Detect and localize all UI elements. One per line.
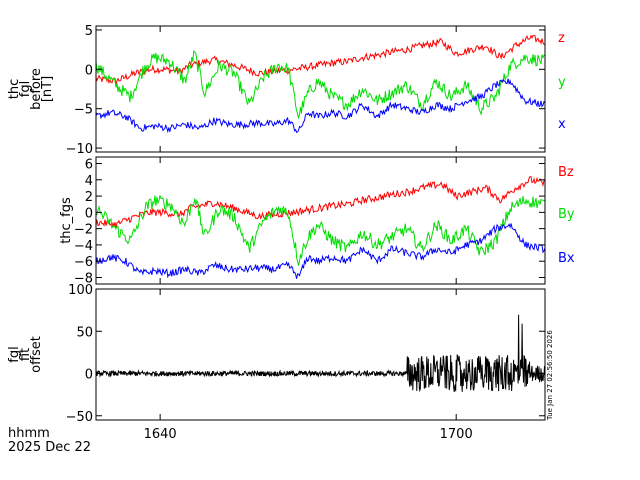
legend-label-bz: Bz (558, 165, 574, 180)
plot-frame (95, 25, 546, 153)
y-tick-label: −10 (66, 142, 93, 157)
y-tick-label: 50 (76, 325, 93, 340)
date-label: 2025 Dec 22 (8, 440, 91, 455)
legend-label-by: By (558, 207, 575, 222)
y-tick-label: −2 (74, 223, 93, 238)
plot-frame (95, 156, 546, 285)
y-axis-title-line: thc_fgs (59, 197, 74, 244)
y-tick-label: 100 (68, 283, 93, 298)
y-tick-label: −6 (74, 255, 93, 270)
series-line-offset (96, 314, 545, 393)
y-tick-label: −8 (74, 271, 93, 286)
y-axis-title-line: fgl (7, 346, 22, 362)
x-tick-label: 1700 (440, 427, 473, 442)
y-axis-title-line: fgl (18, 81, 33, 97)
y-tick-label: −5 (74, 103, 93, 118)
series-group (96, 176, 545, 279)
legend-label-y: y (558, 75, 566, 90)
y-tick-label: 0 (85, 368, 93, 383)
legend-label-z: z (558, 31, 565, 46)
y-tick-label: 2 (85, 190, 93, 205)
series-group (96, 314, 545, 393)
y-axis-title-line: fit (18, 348, 33, 361)
y-axis-title-line: thc (7, 79, 22, 99)
series-line-bx (96, 223, 545, 279)
y-tick-label: 5 (85, 24, 93, 39)
time-format-label: hhmm (8, 426, 50, 441)
y-axis-title-line: [nT] (40, 76, 55, 102)
timestamp-stamp: Tue Jan 27 02:56:50 2026 (546, 330, 554, 421)
series-line-bz (96, 176, 545, 229)
series-group (96, 34, 545, 134)
series-line-x (96, 78, 545, 134)
x-tick-label: 1640 (144, 427, 177, 442)
y-tick-label: 0 (85, 63, 93, 78)
y-tick-label: −50 (66, 410, 93, 425)
y-tick-label: −4 (74, 239, 93, 254)
plot-frame (95, 288, 546, 421)
y-tick-label: 0 (85, 206, 93, 221)
series-line-y (96, 49, 545, 120)
y-tick-label: 6 (85, 158, 93, 173)
legend-label-x: x (558, 117, 566, 132)
series-line-z (96, 34, 545, 86)
y-tick-label: 4 (85, 174, 93, 189)
y-axis-title-line: before (29, 68, 44, 110)
legend-label-bx: Bx (558, 251, 575, 266)
series-line-by (96, 195, 545, 266)
y-axis-title-line: offset (29, 336, 44, 373)
